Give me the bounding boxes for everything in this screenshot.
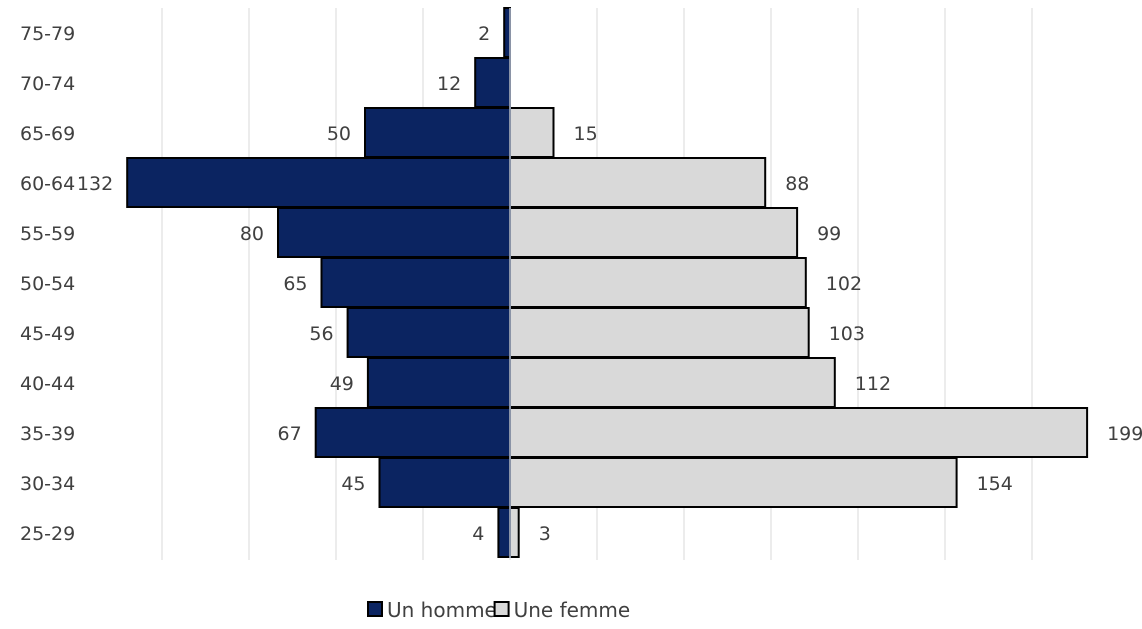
category-label: 30-34 bbox=[20, 473, 75, 495]
bar-une-femme bbox=[509, 207, 799, 258]
value-label-une-femme: 112 bbox=[855, 373, 891, 395]
bar-un-homme bbox=[277, 207, 511, 258]
value-label-une-femme: 102 bbox=[826, 273, 862, 295]
bar-un-homme bbox=[364, 107, 511, 158]
value-label-une-femme: 199 bbox=[1107, 423, 1142, 445]
category-label: 55-59 bbox=[20, 223, 75, 245]
value-label-un-homme: 2 bbox=[478, 23, 490, 45]
value-label-un-homme: 132 bbox=[77, 173, 113, 195]
bar-un-homme bbox=[314, 407, 512, 458]
category-label: 25-29 bbox=[20, 523, 75, 545]
bar-une-femme bbox=[509, 457, 958, 508]
bar-un-homme bbox=[366, 357, 511, 408]
value-label-un-homme: 45 bbox=[341, 473, 365, 495]
bar-un-homme bbox=[346, 307, 511, 358]
legend-label: Une femme bbox=[514, 598, 631, 622]
category-label: 50-54 bbox=[20, 273, 75, 295]
bar-un-homme bbox=[126, 157, 511, 208]
bar-une-femme bbox=[509, 507, 520, 558]
bar-une-femme bbox=[509, 257, 807, 308]
value-label-un-homme: 80 bbox=[240, 223, 264, 245]
value-label-un-homme: 65 bbox=[283, 273, 307, 295]
bar-un-homme bbox=[378, 457, 511, 508]
value-labels: 2 12 50 15 132 88 80 99 65 102 56 103 49 112 67 199 45 15… bbox=[77, 23, 1142, 545]
legend-swatch bbox=[493, 601, 510, 617]
category-label: 45-49 bbox=[20, 323, 75, 345]
category-labels: 75-79 70-74 65-69 60-64 55-59 50-54 45-49 40-44… bbox=[20, 23, 75, 545]
legend-label: Un homme bbox=[387, 598, 497, 622]
value-label-un-homme: 49 bbox=[330, 373, 354, 395]
value-label-une-femme: 99 bbox=[817, 223, 841, 245]
value-label-un-homme: 12 bbox=[437, 73, 461, 95]
legend: Un homme Une femme bbox=[367, 598, 631, 622]
bar-une-femme bbox=[509, 407, 1089, 458]
category-label: 65-69 bbox=[20, 123, 75, 145]
value-label-une-femme: 15 bbox=[574, 123, 598, 145]
category-label: 70-74 bbox=[20, 73, 75, 95]
value-label-une-femme: 3 bbox=[539, 523, 551, 545]
value-label-une-femme: 88 bbox=[785, 173, 809, 195]
value-label-un-homme: 4 bbox=[472, 523, 484, 545]
bar-un-homme bbox=[474, 57, 512, 108]
bar-une-femme bbox=[509, 357, 836, 408]
category-label: 35-39 bbox=[20, 423, 75, 445]
bar-un-homme bbox=[320, 257, 511, 308]
value-label-une-femme: 154 bbox=[977, 473, 1013, 495]
bar-une-femme bbox=[509, 157, 767, 208]
bar-une-femme bbox=[509, 307, 810, 358]
bar-un-homme bbox=[497, 507, 511, 558]
value-label-un-homme: 50 bbox=[327, 123, 351, 145]
value-label-un-homme: 67 bbox=[278, 423, 302, 445]
legend-swatch bbox=[367, 601, 383, 617]
category-label: 60-64 bbox=[20, 173, 75, 195]
value-label-une-femme: 103 bbox=[829, 323, 865, 345]
value-label-un-homme: 56 bbox=[309, 323, 333, 345]
bars bbox=[126, 7, 1089, 558]
bar-une-femme bbox=[509, 107, 555, 158]
category-label: 40-44 bbox=[20, 373, 75, 395]
category-label: 75-79 bbox=[20, 23, 75, 45]
